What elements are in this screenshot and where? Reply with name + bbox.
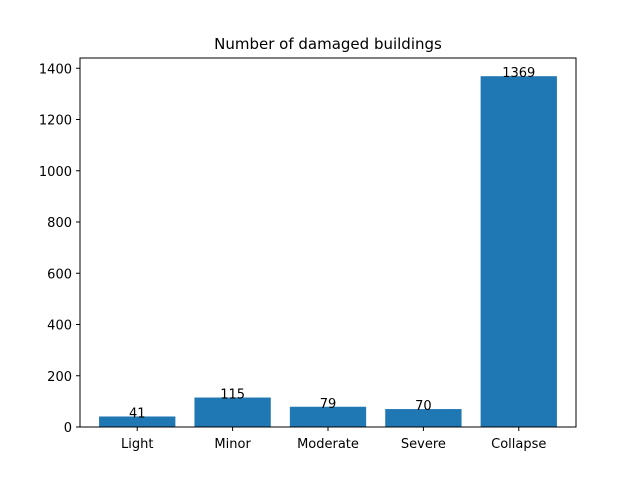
bar-moderate	[289, 406, 367, 427]
x-tick-label-collapse: Collapse	[491, 437, 546, 452]
data-label-collapse: 1369	[502, 66, 535, 81]
bar-light	[99, 416, 176, 427]
x-axis: Light Minor Moderate Severe Collapse	[121, 427, 546, 452]
x-tick-label-severe: Severe	[401, 437, 446, 452]
bar-severe	[385, 409, 462, 427]
bar-collapse	[480, 76, 557, 427]
data-label-moderate: 79	[320, 397, 337, 412]
y-tick-label: 400	[47, 319, 72, 334]
bar-minor	[194, 397, 271, 427]
data-label-severe: 70	[415, 399, 432, 414]
y-tick-label: 600	[47, 267, 72, 282]
y-tick-label: 800	[47, 216, 72, 231]
y-tick-label: 200	[47, 370, 72, 385]
y-axis: 0 200 400 600 800 1000 1200 1400	[39, 62, 80, 436]
x-tick-label-minor: Minor	[214, 437, 251, 452]
y-tick-label: 0	[64, 421, 72, 436]
plot-frame	[79, 57, 577, 428]
bars-group	[99, 76, 557, 427]
data-label-light: 41	[129, 406, 146, 421]
data-label-minor: 115	[220, 388, 245, 403]
y-tick-label: 1200	[39, 114, 72, 129]
chart-title: Number of damaged buildings	[214, 35, 442, 53]
x-tick-label-light: Light	[121, 437, 153, 452]
x-tick-label-moderate: Moderate	[297, 437, 359, 452]
y-tick-label: 1000	[39, 165, 72, 180]
y-tick-label: 1400	[39, 62, 72, 77]
data-labels-group: 41 115 79 70 1369	[129, 66, 535, 421]
